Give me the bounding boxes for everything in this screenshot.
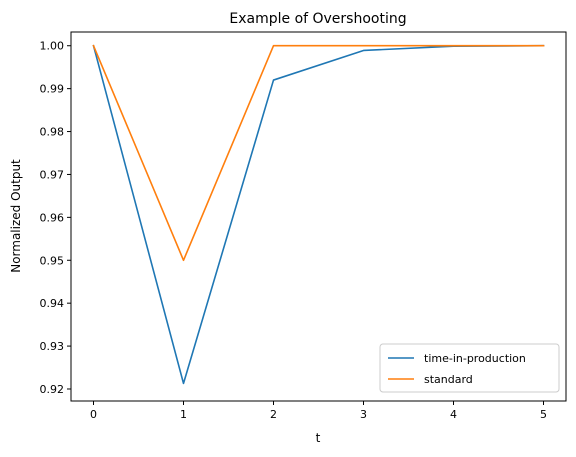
x-axis-ticks: 0 1 2 3 4 5: [90, 401, 547, 421]
x-tick-label: 1: [180, 408, 187, 421]
legend-label: standard: [424, 373, 473, 386]
legend: time-in-production standard: [379, 343, 560, 393]
y-axis-ticks: 0.92 0.93 0.94 0.95 0.96 0.97 0.98 0.99 1.00: [40, 40, 71, 396]
y-tick-label: 0.96: [40, 211, 65, 224]
x-tick-label: 5: [540, 408, 547, 421]
legend-label: time-in-production: [424, 352, 526, 365]
x-tick-label: 0: [90, 408, 97, 421]
y-tick-label: 0.94: [40, 297, 65, 310]
plot-frame: [70, 31, 567, 402]
y-tick-label: 0.93: [40, 340, 65, 353]
legend-box: [379, 343, 560, 393]
y-tick-label: 0.98: [40, 126, 65, 139]
y-tick-label: 0.92: [40, 383, 65, 396]
y-tick-label: 1.00: [40, 40, 65, 53]
x-tick-label: 3: [360, 408, 367, 421]
y-axis-label: Normalized Output: [9, 159, 23, 273]
y-tick-label: 0.95: [40, 254, 65, 267]
series-layer: [92, 44, 545, 385]
y-tick-label: 0.97: [40, 168, 65, 181]
x-tick-label: 4: [450, 408, 457, 421]
x-tick-label: 2: [270, 408, 277, 421]
y-tick-label: 0.99: [40, 83, 65, 96]
chart-title: Example of Overshooting: [229, 11, 406, 27]
series-line-time-in-production: [92, 44, 545, 385]
series-line-standard: [92, 44, 545, 262]
x-axis-label: t: [316, 431, 321, 445]
